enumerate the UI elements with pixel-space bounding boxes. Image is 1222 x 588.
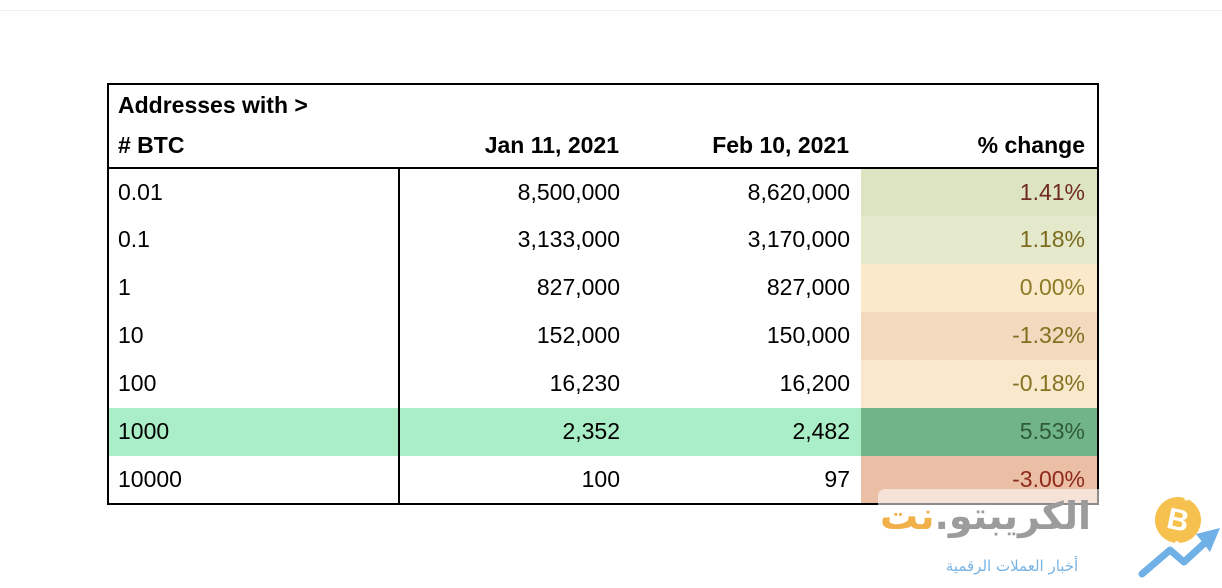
bitcoin-coin-icon: B — [1155, 494, 1201, 549]
percent-change-cell: 1.41% — [861, 167, 1098, 216]
btc-threshold-cell: 10 — [108, 311, 400, 360]
percent-change-cell: 1.18% — [861, 215, 1098, 264]
jan-value-cell: 100 — [581, 465, 620, 492]
table-row: 1000 2,352 2,482 5.53% — [108, 407, 1098, 456]
header-line2: # BTC — [118, 132, 185, 159]
percent-change-cell: 5.53% — [861, 407, 1098, 456]
btc-threshold-cell: 1 — [108, 263, 400, 312]
brand-name-orange: نت — [880, 494, 935, 538]
header-row: Addresses with > # BTC Jan 11, 2021 Feb … — [108, 84, 1098, 169]
trend-arrow-icon — [1138, 528, 1220, 578]
header-feb-10-2021: Feb 10, 2021 — [631, 84, 861, 169]
btc-threshold-cell: 100 — [108, 359, 400, 408]
feb-value-cell: 8,620,000 — [747, 178, 850, 205]
btc-addresses-table: Addresses with > # BTC Jan 11, 2021 Feb … — [107, 83, 1099, 505]
jan-value-cell: 3,133,000 — [517, 226, 620, 253]
btc-threshold-cell: 10000 — [108, 455, 400, 504]
btc-addresses-table-wrap: Addresses with > # BTC Jan 11, 2021 Feb … — [107, 83, 1099, 505]
percent-change-cell: 0.00% — [861, 263, 1098, 312]
btc-threshold-cell: 0.01 — [108, 167, 400, 216]
header-percent-change: % change — [861, 84, 1098, 169]
jan-value-cell: 827,000 — [536, 274, 620, 301]
btc-threshold-cell: 1000 — [108, 407, 400, 456]
table-row: 1 827,000 827,000 0.00% — [108, 263, 1098, 312]
jan-value-cell: 16,230 — [549, 370, 620, 397]
table-row: 0.1 3,133,000 3,170,000 1.18% — [108, 215, 1098, 264]
jan-value-cell: 2,352 — [562, 418, 620, 445]
watermark-logo-graphic: B — [1138, 494, 1220, 578]
percent-change-cell: -1.32% — [861, 311, 1098, 360]
watermark-background-box — [878, 489, 1168, 514]
jan-value-cell: 152,000 — [536, 322, 620, 349]
header-addresses-with-btc: Addresses with > # BTC — [108, 84, 399, 169]
header-line1: Addresses with > — [118, 92, 308, 118]
table-row: 100 16,230 16,200 -0.18% — [108, 359, 1098, 408]
feb-value-cell: 150,000 — [766, 322, 850, 349]
table-header: Addresses with > # BTC Jan 11, 2021 Feb … — [108, 84, 1098, 169]
header-jan-11-2021: Jan 11, 2021 — [399, 84, 631, 169]
feb-value-cell: 827,000 — [766, 274, 850, 301]
brand-name-gray: الكريبتو. — [934, 494, 1092, 538]
table-body: 0.01 8,500,000 8,620,000 1.41% 0.1 3,133,000 3… — [108, 167, 1098, 504]
feb-value-cell: 3,170,000 — [747, 226, 850, 253]
feb-value-cell: 16,200 — [779, 370, 850, 397]
watermark-tagline: أخبار العملات الرقمية — [945, 557, 1079, 575]
jan-value-cell: 8,500,000 — [517, 178, 620, 205]
screenshot-top-edge-line — [0, 10, 1222, 11]
percent-change-cell: -0.18% — [861, 359, 1098, 408]
table-row: 0.01 8,500,000 8,620,000 1.41% — [108, 167, 1098, 216]
table-row: 10000 100 97 -3.00% — [108, 455, 1098, 504]
btc-threshold-cell: 0.1 — [108, 215, 400, 264]
table-row: 10 152,000 150,000 -1.32% — [108, 311, 1098, 360]
feb-value-cell: 2,482 — [792, 418, 850, 445]
watermark-brand-text: الكريبتو.نت — [880, 492, 1152, 541]
feb-value-cell: 97 — [824, 465, 850, 492]
